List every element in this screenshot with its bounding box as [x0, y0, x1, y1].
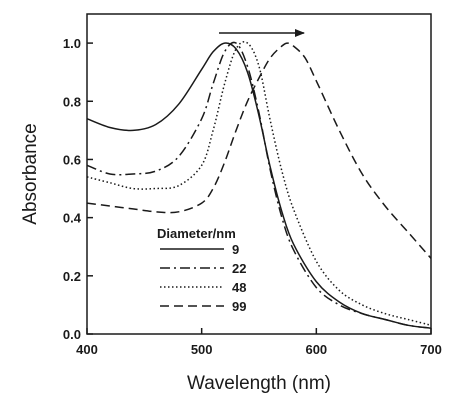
- legend-label-22: 22: [232, 261, 246, 276]
- series-lines: [86, 41, 432, 329]
- y-tick-label: 0.6: [63, 152, 81, 167]
- series-line-22: [86, 41, 432, 329]
- y-tick-label: 0.0: [63, 327, 81, 342]
- series-line-9: [86, 42, 432, 329]
- y-tick-label: 0.2: [63, 269, 81, 284]
- x-axis-label: Wavelength (nm): [187, 373, 331, 394]
- series-line-99: [86, 42, 432, 259]
- y-axis-ticks: 0.0 0.2 0.4 0.6 0.8 1.0: [63, 36, 93, 342]
- x-tick-label: 400: [76, 342, 98, 357]
- legend: Diameter/nm 9 22 48 99: [157, 226, 246, 314]
- x-tick-label: 600: [305, 342, 327, 357]
- x-tick-label: 700: [420, 342, 442, 357]
- series-line-48: [86, 41, 432, 327]
- legend-label-9: 9: [232, 242, 239, 257]
- plot-frame: [86, 13, 432, 335]
- y-tick-label: 0.4: [63, 211, 82, 226]
- legend-label-99: 99: [232, 299, 246, 314]
- x-tick-label: 500: [191, 342, 213, 357]
- legend-label-48: 48: [232, 280, 246, 295]
- y-axis-label: Absorbance: [20, 123, 41, 224]
- legend-items: 9 22 48 99: [160, 242, 246, 314]
- x-axis-ticks: 400 500 600 700: [76, 328, 442, 357]
- legend-title: Diameter/nm: [157, 226, 236, 241]
- y-tick-label: 1.0: [63, 36, 81, 51]
- y-tick-label: 0.8: [63, 94, 81, 109]
